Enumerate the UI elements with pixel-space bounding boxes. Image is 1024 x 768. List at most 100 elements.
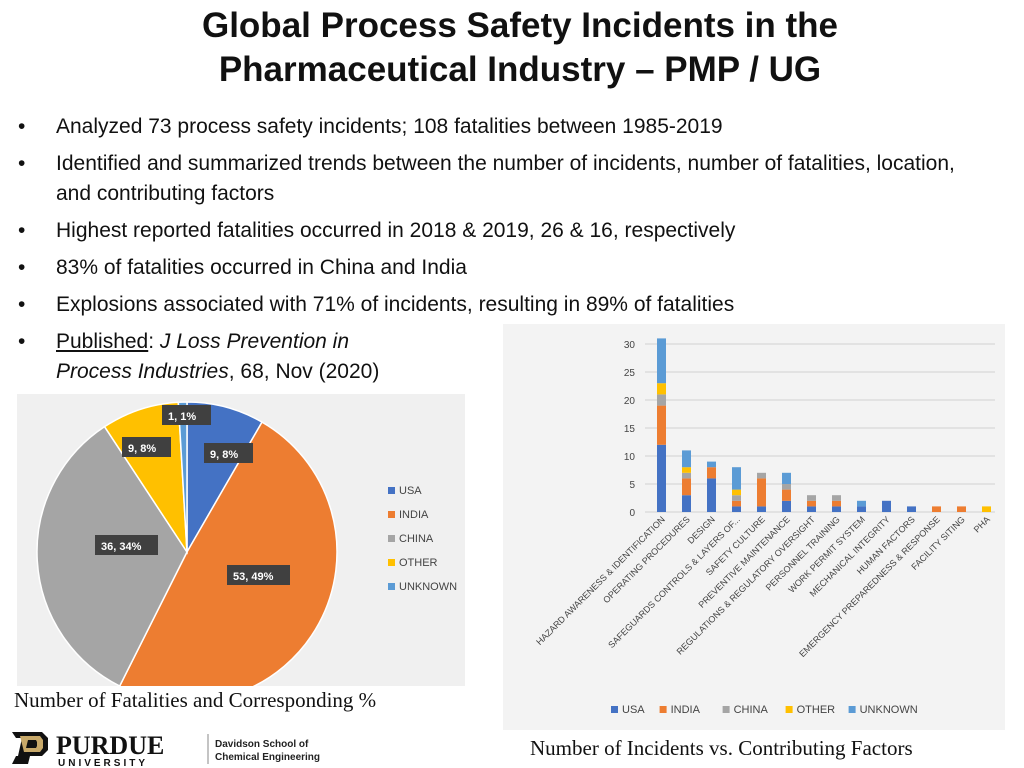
bar-y-tick-label: 20 xyxy=(624,396,636,407)
purdue-logo: PURDUE UNIVERSITY Davidson School of Che… xyxy=(12,731,320,768)
published-colon: : xyxy=(148,330,155,353)
bar-chart-caption: Number of Incidents vs. Contributing Fac… xyxy=(530,736,913,760)
bar-legend-label-usa: USA xyxy=(622,704,645,716)
publication-details: , 68, Nov (2020) xyxy=(228,360,380,383)
bar-segment-india xyxy=(757,478,766,507)
purdue-wordmark: PURDUE xyxy=(56,731,164,760)
bar-y-tick-label: 0 xyxy=(629,508,635,519)
bar-legend-label-unknown: UNKNOWN xyxy=(860,704,918,716)
bullet-item: 83% of fatalities occurred in China and … xyxy=(18,253,1018,283)
title-line-1: Global Process Safety Incidents in the xyxy=(201,6,838,45)
pie-legend-label-usa: USA xyxy=(399,485,422,497)
bar-segment-china xyxy=(807,495,816,501)
bar-segment-unknown xyxy=(857,500,866,507)
bar-segment-usa xyxy=(757,506,766,512)
journal-name-line-1: J Loss Prevention in xyxy=(159,330,350,353)
bar-segment-usa xyxy=(707,478,716,512)
published-label: Published xyxy=(56,330,149,353)
bar-legend-label-india: INDIA xyxy=(671,704,701,716)
bullet-item: Analyzed 73 process safety incidents; 10… xyxy=(18,112,1018,142)
pie-label-box xyxy=(162,405,211,425)
bullet-item: Explosions associated with 71% of incide… xyxy=(18,290,1018,320)
bullet-list: Analyzed 73 process safety incidents; 10… xyxy=(18,112,1018,394)
pie-slice-china xyxy=(36,425,188,688)
journal-name-line-2: Process Industries xyxy=(56,360,229,383)
page-title: Global Process Safety Incidents in the P… xyxy=(0,4,1024,92)
bar-legend-label-china: CHINA xyxy=(734,704,769,716)
pie-chart: 9, 8% 53, 49% 36, 34% 9, 8% 1, 1% USA INDIA CHI… xyxy=(36,401,457,703)
bar-segment-usa xyxy=(882,500,891,512)
bar-segment-china xyxy=(682,472,691,479)
bar-segment-unknown xyxy=(657,338,666,384)
pie-chart-panel: 9, 8% 53, 49% 36, 34% 9, 8% 1, 1% USA INDIA CHI… xyxy=(17,394,465,703)
bar-chart-panel: 0 5 10 15 20 25 30 HAZARD AWARENESS & IDENTIFIC… xyxy=(503,324,1005,730)
pie-legend-swatch-other xyxy=(388,559,395,566)
bar-segment-usa xyxy=(832,506,841,512)
pie-legend-swatch-india xyxy=(388,511,395,518)
bar-legend-label-other: OTHER xyxy=(797,704,836,716)
bar-segment-china xyxy=(657,394,666,406)
bar-segment-india xyxy=(657,405,666,445)
department-line-1: Davidson School of xyxy=(215,739,309,750)
bar-category-label: PHA xyxy=(972,514,992,534)
bar-segment-usa xyxy=(782,500,791,512)
bar-segment-china xyxy=(757,472,766,479)
bar-y-tick-label: 5 xyxy=(629,480,635,491)
bar-segment-china xyxy=(732,495,741,501)
bullet-item: Highest reported fatalities occurred in … xyxy=(18,216,1018,246)
purdue-university-text: UNIVERSITY xyxy=(58,758,148,768)
title-line-2: Pharmaceutical Industry – PMP / UG xyxy=(218,50,822,89)
pie-data-label-unknown: 1, 1% xyxy=(168,411,196,423)
bar-segment-india xyxy=(807,500,816,507)
bar-category-label: HAZARD AWARENESS & IDENTIFICATION xyxy=(534,514,667,647)
bar-segment-unknown xyxy=(707,461,716,468)
bullet-item: Identified and summarized trends between… xyxy=(18,149,956,209)
bar-segment-india xyxy=(832,500,841,507)
pie-slice-unknown xyxy=(177,401,188,553)
pie-label-box xyxy=(122,437,171,457)
bar-segment-usa xyxy=(907,506,916,512)
bar-segment-unknown xyxy=(732,467,741,490)
pie-label-box xyxy=(204,443,253,463)
bar-y-tick-label: 25 xyxy=(624,368,636,379)
bar-segment-usa xyxy=(732,506,741,512)
bar-segment-other xyxy=(732,489,741,496)
bar-segment-india xyxy=(732,500,741,507)
pie-legend-label-unknown: UNKNOWN xyxy=(399,581,457,593)
pie-data-label-other: 9, 8% xyxy=(128,443,156,455)
pie-legend-swatch-usa xyxy=(388,487,395,494)
bar-segment-india xyxy=(682,478,691,496)
pie-legend-label-china: CHINA xyxy=(399,533,434,545)
purdue-p-icon xyxy=(12,732,48,764)
pie-label-box xyxy=(95,535,158,555)
bar-segment-india xyxy=(932,506,941,512)
bar-chart: 0 5 10 15 20 25 30 HAZARD AWARENESS & IDENTIFIC… xyxy=(534,338,995,716)
bullet-item-published: Published: J Loss Prevention in Process … xyxy=(18,327,1018,387)
bar-segment-other xyxy=(682,467,691,473)
pie-legend-swatch-china xyxy=(388,535,395,542)
bar-y-tick-label: 30 xyxy=(624,340,636,351)
bar-segment-india xyxy=(782,489,791,501)
bar-segment-other xyxy=(982,506,991,512)
pie-label-box xyxy=(227,565,290,585)
bar-segment-unknown xyxy=(782,472,791,484)
bar-segment-other xyxy=(657,383,666,395)
bar-segment-usa xyxy=(857,506,866,512)
pie-legend-label-other: OTHER xyxy=(399,557,438,569)
bar-legend-swatch-china xyxy=(722,706,730,713)
bar-segment-india xyxy=(707,467,716,479)
pie-data-label-india: 53, 49% xyxy=(233,571,274,583)
department-line-2: Chemical Engineering xyxy=(215,752,320,763)
bar-segment-india xyxy=(957,506,966,512)
bar-segment-unknown xyxy=(682,450,691,468)
bar-segment-usa xyxy=(657,444,666,512)
bar-y-tick-label: 10 xyxy=(624,452,636,463)
pie-legend-swatch-unknown xyxy=(388,583,395,590)
bar-y-tick-label: 15 xyxy=(624,424,636,435)
bar-segment-usa xyxy=(682,495,691,512)
pie-data-label-china: 36, 34% xyxy=(101,541,142,553)
pie-data-label-usa: 9, 8% xyxy=(210,449,238,461)
bar-legend-swatch-other xyxy=(785,706,793,713)
pie-legend-label-india: INDIA xyxy=(399,509,429,521)
bar-legend-swatch-usa xyxy=(611,706,618,713)
